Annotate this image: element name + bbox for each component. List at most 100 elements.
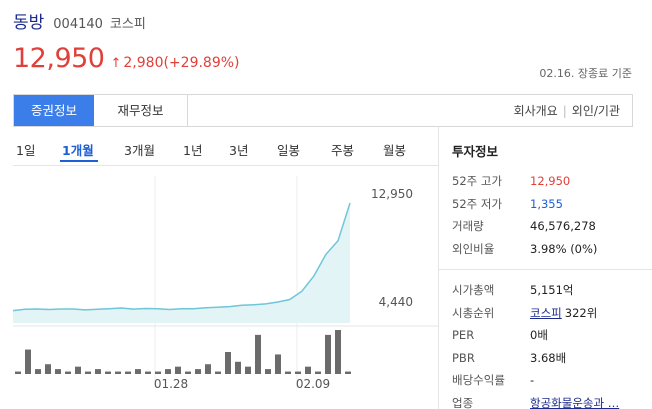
info-value: - (530, 373, 535, 388)
info-row: 시총순위 코스피 322위 (452, 302, 642, 325)
info-row: PBR 3.68배 (452, 347, 642, 370)
x-tick-0128: 01.28 (154, 377, 188, 391)
separator: | (562, 103, 567, 118)
price-change: ↑ 2,980(+29.89%) (110, 55, 239, 71)
info-label: 거래량 (452, 219, 484, 234)
info-value: 0배 (530, 328, 548, 343)
period-3m[interactable]: 3개월 (124, 143, 155, 158)
volume-bar (165, 369, 171, 374)
info-label: 배당수익률 (452, 373, 505, 388)
info-row: 외인비율 3.98% (0%) (452, 238, 642, 261)
market-name: 코스피 (109, 17, 146, 32)
up-arrow-icon: ↑ (110, 56, 122, 71)
info-label: 업종 (452, 395, 474, 409)
volume-bar (265, 369, 271, 374)
volume-bar (345, 371, 351, 374)
volume-bar (335, 330, 341, 374)
info-row: 52주 저가 1,355 (452, 193, 642, 216)
info-tabs: 증권정보 재무정보 회사개요 | 외인/기관 (13, 94, 633, 127)
volume-bar (325, 334, 331, 374)
volume-bar (15, 371, 21, 374)
current-price: 12,950 (13, 43, 105, 74)
info-value: 3.98% (0%) (530, 241, 598, 256)
volume-bar (155, 371, 161, 374)
info-value: 5,151억 (530, 283, 574, 298)
change-value: 2,980(+29.89%) (123, 55, 240, 71)
volume-bar (245, 366, 251, 374)
stock-name[interactable]: 동방 (13, 13, 45, 33)
volume-bar (295, 371, 301, 374)
info-label: 52주 저가 (452, 196, 503, 211)
volume-bar (315, 371, 321, 374)
stock-code: 004140 (53, 17, 103, 32)
volume-bar (135, 369, 141, 374)
investment-info: 투자정보 52주 고가 12,950 52주 저가 1,355 거래량 46,576,27… (438, 141, 652, 409)
volume-bar (125, 371, 131, 374)
info-group-1: 52주 고가 12,950 52주 저가 1,355 거래량 46,576,278 외인비율… (452, 170, 642, 260)
volume-bar (25, 349, 31, 374)
info-value: 46,576,278 (530, 219, 596, 234)
volume-bar (185, 371, 191, 374)
info-label: 외인비율 (452, 241, 495, 256)
volume-bar (305, 366, 311, 374)
info-row: 배당수익률 - (452, 369, 642, 392)
info-value: 1,355 (530, 196, 563, 211)
chart-panel: 12,950 4,440 01.28 02.09 (12, 165, 438, 409)
volume-bar (175, 366, 181, 374)
company-overview-link[interactable]: 회사개요 (513, 104, 558, 118)
volume-bar (195, 369, 201, 374)
info-value: 12,950 (530, 174, 571, 189)
volume-bar (205, 364, 211, 374)
volume-bar (235, 361, 241, 374)
volume-bar (145, 371, 151, 374)
volume-bar (105, 371, 111, 374)
info-label: PBR (452, 350, 475, 365)
market-link[interactable]: 코스피 (530, 305, 562, 320)
info-value[interactable]: 항공화물운송과 … (530, 395, 620, 409)
price-line (12, 202, 351, 312)
volume-bar (85, 371, 91, 374)
info-label: 시가총액 (452, 283, 495, 298)
rank-value: 322위 (564, 305, 598, 320)
period-daily[interactable]: 일봉 (277, 143, 301, 158)
panel-divider (438, 127, 439, 409)
date-note: 02.16. 장종료 기준 (539, 67, 632, 80)
price-row: 12,950 ↑ 2,980(+29.89%) (13, 43, 240, 74)
price-chart[interactable]: 12,950 4,440 01.28 02.09 (12, 166, 438, 409)
info-row: 시가총액 5,151억 (452, 279, 642, 302)
info-label: 52주 고가 (452, 174, 503, 189)
info-title: 투자정보 (452, 144, 499, 159)
info-row: 거래량 46,576,278 (452, 215, 642, 238)
info-row: 52주 고가 12,950 (452, 170, 642, 193)
info-label: PER (452, 328, 475, 343)
volume-bar (255, 334, 261, 374)
volume-bar (45, 364, 51, 374)
info-value: 코스피 322위 (530, 305, 597, 321)
volume-bar (225, 352, 231, 374)
info-value: 3.68배 (530, 350, 567, 365)
period-weekly[interactable]: 주봉 (331, 143, 355, 158)
tab-financial-info[interactable]: 재무정보 (94, 95, 188, 126)
foreign-institution-link[interactable]: 외인/기관 (571, 104, 620, 118)
info-row: PER 0배 (452, 324, 642, 347)
volume-bar (115, 371, 121, 374)
period-1d[interactable]: 1일 (16, 143, 36, 158)
period-monthly[interactable]: 월봉 (383, 143, 407, 158)
volume-bar (65, 371, 71, 374)
period-1y[interactable]: 1년 (183, 143, 203, 158)
tab-securities-info[interactable]: 증권정보 (14, 95, 94, 126)
period-1m[interactable]: 1개월 (62, 143, 94, 158)
period-3y[interactable]: 3년 (229, 143, 249, 158)
x-tick-0209: 02.09 (296, 377, 330, 391)
tab-right-links: 회사개요 | 외인/기관 (514, 95, 632, 126)
volume-bar (215, 371, 221, 374)
info-row: 업종 항공화물운송과 … (452, 392, 642, 409)
info-label: 시총순위 (452, 305, 495, 320)
volume-bar (35, 369, 41, 374)
volume-bar (285, 371, 291, 374)
volume-bar (55, 369, 61, 374)
price-area (13, 203, 350, 323)
stock-header: 동방 004140 코스피 (13, 8, 146, 33)
y-label-low: 4,440 (379, 295, 413, 309)
